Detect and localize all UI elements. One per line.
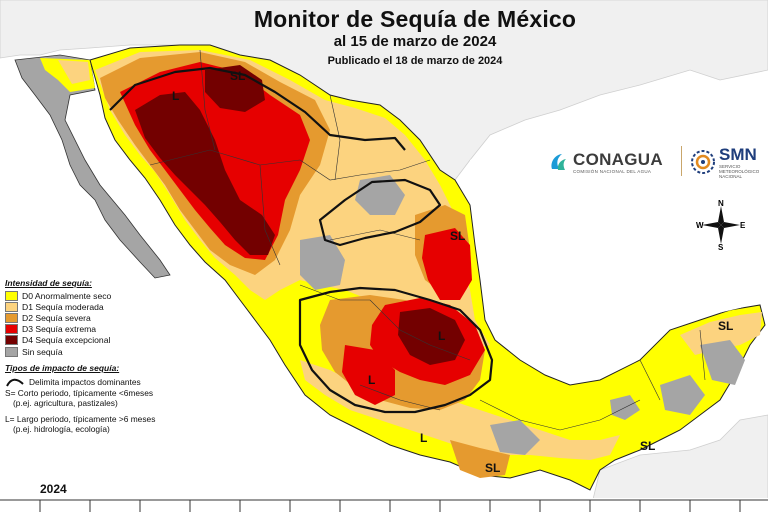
legend-label: D4 Sequía excepcional [22, 335, 111, 346]
compass-e: E [740, 221, 746, 230]
map-label-sl-chiapas: SL [640, 439, 655, 453]
compass-rose-icon: N S W E [696, 200, 746, 250]
conagua-logo: CONAGUA COMISIÓN NACIONAL DEL AGUA [548, 142, 663, 182]
compass-n: N [718, 200, 724, 208]
impact-boundary-north [109, 66, 406, 151]
impact-line-label: Delimita impactos dominantes [29, 377, 141, 388]
legend-swatch [5, 312, 18, 323]
legend-item: D0 Anormalmente seco [5, 290, 195, 301]
legend-label: D0 Anormalmente seco [22, 290, 112, 301]
map-label-sl-north: SL [230, 69, 245, 83]
map-label-l-west: L [368, 373, 375, 387]
conagua-subtitle: COMISIÓN NACIONAL DEL AGUA [573, 168, 652, 174]
legend-label: Sin sequía [22, 346, 63, 357]
smn-subtitle-1: SERVICIO [719, 163, 741, 169]
sonora-d4 [135, 92, 275, 255]
nodrought-4 [700, 340, 745, 385]
legend-items: D0 Anormalmente seco D1 Sequía moderada D2… [5, 290, 195, 357]
south-d1 [300, 360, 620, 460]
map-label-l-sonora: L [172, 89, 179, 103]
baja-d1 [58, 60, 90, 84]
legend-label: D3 Sequía extrema [22, 324, 97, 335]
impact-boundary-central [318, 178, 442, 247]
impact-line-icon [6, 378, 24, 387]
nodrought-5 [490, 420, 540, 455]
legend-item: D2 Sequía severa [5, 312, 195, 323]
long-term-label: L= Largo periodo, típicamente >6 meses [5, 414, 156, 425]
legend-item: D1 Sequía moderada [5, 301, 195, 312]
smn-logo: SMN SERVICIO METEOROLÓGICO NACIONAL [690, 142, 759, 182]
timeline-year: 2024 [40, 482, 67, 496]
impact-boundary-south [298, 286, 494, 414]
impact-boundaries [109, 66, 494, 414]
timeline-background [0, 498, 768, 512]
legend-label: D1 Sequía moderada [22, 301, 104, 312]
conagua-wave-icon [551, 154, 566, 170]
smn-subtitle-2: METEOROLÓGICO [719, 168, 760, 174]
legend-item: D4 Sequía excepcional [5, 335, 195, 346]
legend-swatch [5, 335, 18, 346]
coast-d2 [450, 440, 510, 478]
map-title: Monitor de Sequía de México [253, 6, 577, 32]
west-d3 [342, 345, 395, 405]
legend-swatch [5, 346, 18, 357]
tamaulipas-d3 [422, 228, 472, 300]
long-term-example: (p.ej. hidrología, ecología) [13, 424, 110, 435]
legend-item: Sin sequía [5, 346, 195, 357]
legend-swatch [5, 290, 18, 301]
state-borders [149, 49, 706, 431]
yucatan-d1 [680, 312, 762, 355]
map-label-sl-tamaulipas: SL [450, 229, 465, 243]
map-label-l-south: L [420, 431, 427, 445]
legend-swatch [5, 301, 18, 312]
conagua-name: CONAGUA [573, 149, 663, 169]
smn-subtitle-3: NACIONAL [719, 173, 743, 179]
impact-title: Tipos de impacto de sequía: [5, 363, 120, 374]
map-date: al 15 de marzo de 2024 [333, 33, 497, 50]
smn-name: SMN [719, 144, 757, 164]
legend: Intensidad de sequía: D0 Anormalmente se… [5, 278, 195, 434]
compass-s: S [718, 243, 724, 250]
smn-swirl-icon [691, 150, 715, 174]
map-label-sl-oaxaca: SL [485, 461, 500, 475]
published-date: Publicado el 18 de marzo de 2024 [327, 55, 503, 67]
map-label-l-central: L [438, 329, 445, 343]
timeline-ticks [39, 500, 741, 512]
legend-swatch [5, 324, 18, 335]
logos: CONAGUA COMISIÓN NACIONAL DEL AGUA SMN S… [548, 142, 768, 182]
nodrought-1 [300, 235, 345, 290]
logo-divider [681, 146, 682, 176]
gulf-of-mexico [470, 72, 768, 378]
map-label-sl-yucatan: SL [718, 319, 733, 333]
legend-item: D3 Sequía extrema [5, 324, 195, 335]
compass-w: W [696, 221, 704, 230]
impact-line-entry: Delimita impactos dominantes [5, 376, 195, 388]
nodrought-3 [660, 375, 705, 415]
legend-label: D2 Sequía severa [22, 312, 91, 323]
baja-california [14, 54, 171, 279]
central-d4 [398, 308, 465, 365]
legend-title: Intensidad de sequía: [5, 278, 92, 288]
short-term-label: S= Corto periodo, típicamente <6meses [5, 388, 154, 399]
short-term-example: (p.ej. agricultura, pastizales) [13, 398, 118, 409]
central-america-land [589, 414, 768, 512]
